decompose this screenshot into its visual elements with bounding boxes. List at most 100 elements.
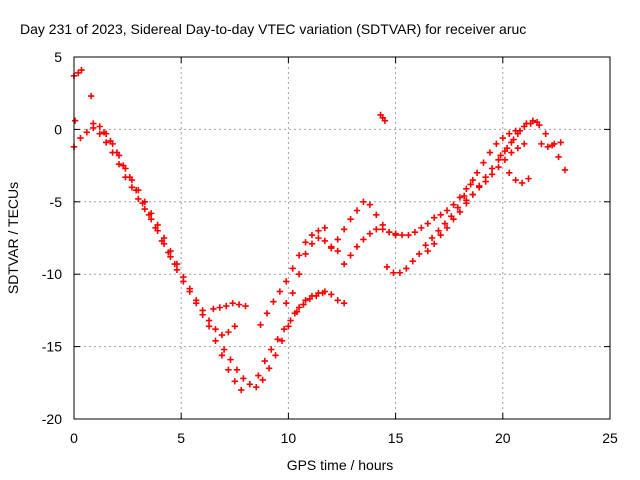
data-point (100, 129, 108, 136)
data-point (218, 352, 226, 359)
data-point (512, 176, 519, 184)
series-arc-c (100, 129, 178, 268)
data-point (510, 136, 517, 143)
x-tick-labels: 0 5 10 15 20 25 (70, 430, 618, 446)
data-point (499, 134, 506, 142)
series-arc-i (295, 288, 348, 311)
data-point (544, 143, 552, 150)
x-tick-label: 0 (70, 430, 78, 446)
series-arc-f (255, 289, 326, 379)
data-point (488, 165, 496, 172)
data-point (152, 224, 159, 232)
data-point (302, 297, 309, 304)
data-point (255, 372, 262, 379)
data-point (542, 130, 549, 137)
data-point (90, 120, 97, 127)
data-point (441, 220, 449, 227)
data-point (308, 240, 316, 247)
data-point (289, 265, 296, 272)
data-point (328, 244, 335, 252)
data-point (463, 197, 470, 204)
y-tick-label: -5 (50, 194, 63, 210)
data-point (340, 299, 348, 307)
data-point (272, 352, 279, 359)
series-arc-m (424, 118, 541, 255)
data-point (293, 308, 301, 316)
data-point (437, 231, 444, 239)
data-point (242, 302, 249, 310)
data-point (456, 208, 464, 216)
data-point (405, 231, 412, 239)
data-point (353, 207, 361, 214)
data-point (315, 234, 322, 242)
data-point (205, 317, 213, 324)
data-point (78, 66, 85, 74)
data-point (283, 299, 290, 307)
x-axis-label: GPS time / hours (287, 457, 394, 473)
data-point (424, 247, 431, 255)
data-point (216, 304, 223, 311)
y-axis-label: SDTVAR / TECUs (5, 182, 21, 294)
data-point (450, 215, 457, 223)
data-point (398, 231, 406, 239)
series-arc-h (283, 234, 341, 307)
plot-frame (73, 56, 611, 420)
data-point (321, 224, 329, 232)
data-point (180, 273, 187, 281)
series-arc-q (538, 139, 564, 150)
y-tick-label: -15 (42, 339, 62, 355)
data-point (278, 337, 286, 345)
data-point (75, 69, 82, 77)
y-tick-label: -10 (42, 266, 62, 282)
x-tick-label: 15 (388, 430, 404, 446)
axis-ticks (73, 56, 611, 420)
data-point (261, 357, 269, 365)
data-point (486, 149, 494, 156)
series-arc-d (210, 299, 249, 313)
data-point (270, 298, 277, 305)
data-point (454, 204, 461, 211)
data-point (488, 171, 496, 178)
data-point (476, 184, 483, 191)
data-point (132, 187, 140, 194)
data-point (308, 292, 316, 300)
data-point (87, 92, 95, 100)
data-point (280, 326, 288, 333)
y-tick-label: -20 (42, 411, 62, 427)
data-point (231, 323, 238, 330)
data-point (233, 366, 241, 373)
data-point (516, 127, 524, 135)
data-point (238, 386, 245, 394)
data-point (263, 310, 271, 317)
data-point (506, 169, 513, 177)
data-point (360, 198, 367, 205)
data-point (205, 323, 213, 330)
data-point (315, 289, 322, 297)
data-point (253, 383, 260, 391)
data-point (456, 194, 464, 201)
y-tick-label: 0 (54, 121, 62, 137)
data-point (128, 184, 136, 191)
data-point (231, 378, 238, 385)
data-point (71, 117, 79, 124)
data-point (518, 179, 526, 187)
data-point (210, 305, 217, 313)
data-point (409, 257, 416, 265)
data-point (315, 227, 322, 234)
data-point (96, 130, 103, 137)
data-point (525, 175, 532, 182)
data-point (366, 201, 374, 208)
data-point (415, 250, 423, 258)
data-point (212, 326, 219, 333)
data-point (173, 266, 181, 274)
x-tick-label: 20 (495, 430, 511, 446)
data-point (529, 117, 537, 124)
data-point (334, 236, 341, 243)
series-arc-j (328, 176, 476, 252)
data-point (392, 231, 399, 239)
series-arc-k (340, 226, 399, 268)
data-point (514, 145, 522, 152)
data-point (199, 307, 206, 314)
data-point (120, 162, 127, 169)
